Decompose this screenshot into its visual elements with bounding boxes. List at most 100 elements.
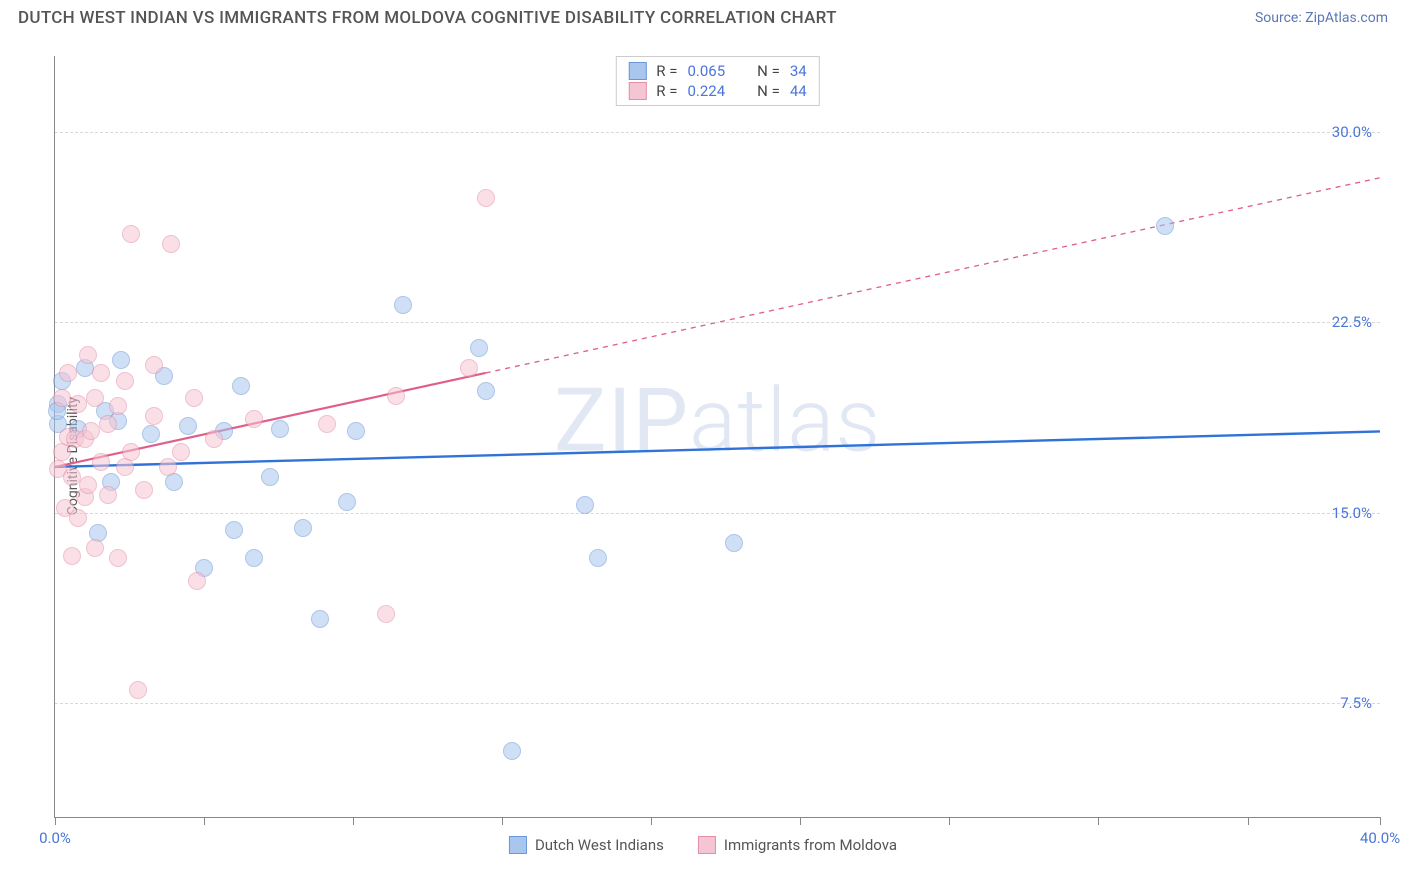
scatter-point — [159, 458, 177, 476]
scatter-point — [92, 364, 110, 382]
source-label: Source: ZipAtlas.com — [1255, 10, 1388, 26]
scatter-point — [63, 468, 81, 486]
plot-area: ZIPatlas R = 0.065 N = 34 R = 0.224 N = 44 7.5%… — [54, 56, 1380, 818]
x-tick — [800, 817, 801, 825]
legend-swatch — [698, 836, 716, 854]
r-value: 0.065 — [687, 62, 725, 80]
gridline — [55, 513, 1380, 514]
scatter-point — [377, 605, 395, 623]
chart-title: DUTCH WEST INDIAN VS IMMIGRANTS FROM MOL… — [18, 8, 837, 28]
scatter-point — [589, 549, 607, 567]
scatter-point — [179, 417, 197, 435]
scatter-point — [79, 346, 97, 364]
x-tick — [1380, 817, 1381, 825]
scatter-point — [109, 549, 127, 567]
scatter-point — [129, 681, 147, 699]
legend-label: Immigrants from Moldova — [724, 836, 897, 854]
scatter-point — [86, 539, 104, 557]
gridline — [55, 703, 1380, 704]
scatter-point — [122, 225, 140, 243]
scatter-point — [162, 235, 180, 253]
gridline — [55, 132, 1380, 133]
scatter-point — [86, 389, 104, 407]
watermark: ZIPatlas — [554, 370, 881, 473]
scatter-point — [142, 425, 160, 443]
n-value: 44 — [790, 82, 807, 100]
watermark-sub: atlas — [689, 370, 881, 473]
stats-row: R = 0.065 N = 34 — [628, 61, 806, 81]
scatter-point — [387, 387, 405, 405]
scatter-point — [245, 410, 263, 428]
header: DUTCH WEST INDIAN VS IMMIGRANTS FROM MOL… — [0, 0, 1406, 34]
n-value: 34 — [790, 62, 807, 80]
scatter-point — [69, 395, 87, 413]
legend-item: Immigrants from Moldova — [698, 836, 897, 854]
scatter-point — [145, 407, 163, 425]
scatter-point — [112, 351, 130, 369]
scatter-point — [109, 397, 127, 415]
scatter-point — [225, 521, 243, 539]
n-label: N = — [757, 82, 780, 100]
stats-legend-box: R = 0.065 N = 34 R = 0.224 N = 44 — [615, 56, 819, 106]
x-tick — [353, 817, 354, 825]
scatter-point — [271, 420, 289, 438]
scatter-point — [725, 534, 743, 552]
x-tick — [949, 817, 950, 825]
legend-swatch — [628, 82, 646, 100]
scatter-point — [394, 296, 412, 314]
y-tick-label: 7.5% — [1340, 694, 1372, 712]
scatter-point — [135, 481, 153, 499]
r-label: R = — [656, 82, 677, 100]
scatter-point — [188, 572, 206, 590]
scatter-point — [576, 496, 594, 514]
scatter-point — [53, 389, 71, 407]
scatter-point — [122, 443, 140, 461]
scatter-point — [477, 382, 495, 400]
scatter-point — [172, 443, 190, 461]
legend-swatch — [509, 836, 527, 854]
x-tick — [204, 817, 205, 825]
scatter-point — [92, 453, 110, 471]
scatter-point — [338, 493, 356, 511]
chart-container: Cognitive Disability ZIPatlas R =0.065N … — [18, 40, 1388, 872]
scatter-point — [460, 359, 478, 377]
x-tick — [502, 817, 503, 825]
scatter-point — [185, 389, 203, 407]
x-tick-label: 40.0% — [1360, 829, 1400, 847]
scatter-point — [294, 519, 312, 537]
scatter-point — [311, 610, 329, 628]
x-tick-label: 0.0% — [39, 829, 71, 847]
legend-label: Dutch West Indians — [535, 836, 664, 854]
scatter-point — [1156, 217, 1174, 235]
legend-item: Dutch West Indians — [509, 836, 664, 854]
scatter-point — [59, 364, 77, 382]
x-tick — [1098, 817, 1099, 825]
scatter-point — [470, 339, 488, 357]
legend-swatch — [628, 62, 646, 80]
scatter-point — [503, 742, 521, 760]
scatter-point — [205, 430, 223, 448]
y-tick-label: 15.0% — [1332, 504, 1372, 522]
scatter-point — [82, 422, 100, 440]
scatter-point — [69, 509, 87, 527]
n-label: N = — [757, 62, 780, 80]
scatter-point — [261, 468, 279, 486]
scatter-point — [116, 372, 134, 390]
x-tick — [651, 817, 652, 825]
watermark-main: ZIP — [554, 370, 689, 473]
gridline — [55, 322, 1380, 323]
r-label: R = — [656, 62, 677, 80]
scatter-point — [232, 377, 250, 395]
stats-row: R = 0.224 N = 44 — [628, 81, 806, 101]
y-tick-label: 30.0% — [1332, 123, 1372, 141]
x-tick — [55, 817, 56, 825]
scatter-point — [347, 422, 365, 440]
scatter-point — [318, 415, 336, 433]
scatter-point — [245, 549, 263, 567]
bottom-legend: Dutch West Indians Immigrants from Moldov… — [509, 836, 897, 854]
x-tick — [1248, 817, 1249, 825]
r-value: 0.224 — [687, 82, 725, 100]
scatter-point — [99, 486, 117, 504]
scatter-point — [63, 547, 81, 565]
scatter-point — [99, 415, 117, 433]
